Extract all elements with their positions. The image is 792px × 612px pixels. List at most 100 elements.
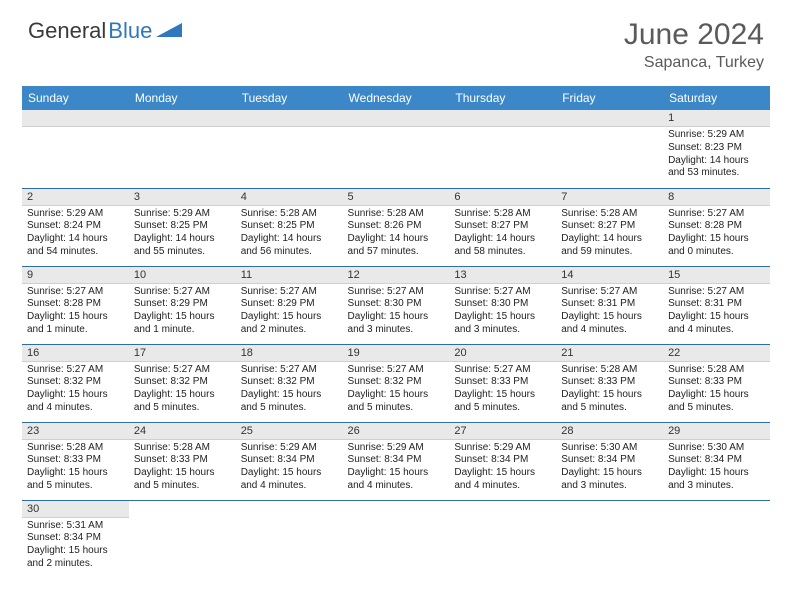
sunset-text: Sunset: 8:32 PM xyxy=(241,376,338,389)
sunrise-text: Sunrise: 5:28 AM xyxy=(27,442,124,455)
sunrise-text: Sunrise: 5:27 AM xyxy=(27,364,124,377)
calendar-table: Sunday Monday Tuesday Wednesday Thursday… xyxy=(22,86,770,578)
day-number: 25 xyxy=(236,423,343,440)
daylight-text: Daylight: 14 hours and 53 minutes. xyxy=(668,155,765,181)
sunset-text: Sunset: 8:34 PM xyxy=(348,454,445,467)
sunrise-text: Sunrise: 5:29 AM xyxy=(454,442,551,455)
sunset-text: Sunset: 8:31 PM xyxy=(668,298,765,311)
day-info: Sunrise: 5:27 AMSunset: 8:32 PMDaylight:… xyxy=(236,362,343,418)
calendar-day-cell: 29Sunrise: 5:30 AMSunset: 8:34 PMDayligh… xyxy=(663,422,770,500)
day-info: Sunrise: 5:30 AMSunset: 8:34 PMDaylight:… xyxy=(663,440,770,496)
day-info: Sunrise: 5:27 AMSunset: 8:29 PMDaylight:… xyxy=(129,284,236,340)
day-number: 20 xyxy=(449,345,556,362)
calendar-day-cell: 19Sunrise: 5:27 AMSunset: 8:32 PMDayligh… xyxy=(343,344,450,422)
sunrise-text: Sunrise: 5:29 AM xyxy=(27,208,124,221)
day-number: 7 xyxy=(556,189,663,206)
day-number: 13 xyxy=(449,267,556,284)
sunset-text: Sunset: 8:33 PM xyxy=(27,454,124,467)
calendar-day-cell: 3Sunrise: 5:29 AMSunset: 8:25 PMDaylight… xyxy=(129,188,236,266)
day-number-empty xyxy=(556,110,663,127)
sunrise-text: Sunrise: 5:28 AM xyxy=(348,208,445,221)
day-number: 18 xyxy=(236,345,343,362)
daylight-text: Daylight: 15 hours and 4 minutes. xyxy=(241,467,338,493)
daylight-text: Daylight: 15 hours and 5 minutes. xyxy=(454,389,551,415)
calendar-day-cell: 15Sunrise: 5:27 AMSunset: 8:31 PMDayligh… xyxy=(663,266,770,344)
day-info: Sunrise: 5:29 AMSunset: 8:34 PMDaylight:… xyxy=(236,440,343,496)
day-number: 5 xyxy=(343,189,450,206)
day-number: 28 xyxy=(556,423,663,440)
daylight-text: Daylight: 15 hours and 1 minute. xyxy=(27,311,124,337)
sunrise-text: Sunrise: 5:27 AM xyxy=(454,364,551,377)
calendar-day-cell: 27Sunrise: 5:29 AMSunset: 8:34 PMDayligh… xyxy=(449,422,556,500)
day-info: Sunrise: 5:27 AMSunset: 8:29 PMDaylight:… xyxy=(236,284,343,340)
daylight-text: Daylight: 15 hours and 3 minutes. xyxy=(668,467,765,493)
daylight-text: Daylight: 15 hours and 4 minutes. xyxy=(454,467,551,493)
day-info: Sunrise: 5:30 AMSunset: 8:34 PMDaylight:… xyxy=(556,440,663,496)
weekday-header: Wednesday xyxy=(343,86,450,110)
calendar-week-row: 23Sunrise: 5:28 AMSunset: 8:33 PMDayligh… xyxy=(22,422,770,500)
sunrise-text: Sunrise: 5:31 AM xyxy=(27,520,124,533)
weekday-header: Friday xyxy=(556,86,663,110)
sunset-text: Sunset: 8:32 PM xyxy=(348,376,445,389)
daylight-text: Daylight: 15 hours and 5 minutes. xyxy=(668,389,765,415)
day-info: Sunrise: 5:27 AMSunset: 8:32 PMDaylight:… xyxy=(343,362,450,418)
sunrise-text: Sunrise: 5:29 AM xyxy=(668,129,765,142)
day-info: Sunrise: 5:28 AMSunset: 8:25 PMDaylight:… xyxy=(236,206,343,262)
day-info: Sunrise: 5:27 AMSunset: 8:32 PMDaylight:… xyxy=(129,362,236,418)
calendar-day-cell xyxy=(236,110,343,188)
calendar-day-cell: 6Sunrise: 5:28 AMSunset: 8:27 PMDaylight… xyxy=(449,188,556,266)
day-number: 24 xyxy=(129,423,236,440)
calendar-day-cell: 23Sunrise: 5:28 AMSunset: 8:33 PMDayligh… xyxy=(22,422,129,500)
sunrise-text: Sunrise: 5:28 AM xyxy=(561,364,658,377)
daylight-text: Daylight: 14 hours and 56 minutes. xyxy=(241,233,338,259)
day-number: 2 xyxy=(22,189,129,206)
logo-triangle-icon xyxy=(156,19,182,37)
daylight-text: Daylight: 15 hours and 4 minutes. xyxy=(561,311,658,337)
sunset-text: Sunset: 8:26 PM xyxy=(348,220,445,233)
weekday-header: Tuesday xyxy=(236,86,343,110)
sunrise-text: Sunrise: 5:28 AM xyxy=(668,364,765,377)
daylight-text: Daylight: 14 hours and 58 minutes. xyxy=(454,233,551,259)
day-info: Sunrise: 5:31 AMSunset: 8:34 PMDaylight:… xyxy=(22,518,129,574)
sunset-text: Sunset: 8:33 PM xyxy=(668,376,765,389)
day-info: Sunrise: 5:27 AMSunset: 8:33 PMDaylight:… xyxy=(449,362,556,418)
day-info: Sunrise: 5:29 AMSunset: 8:25 PMDaylight:… xyxy=(129,206,236,262)
sunrise-text: Sunrise: 5:27 AM xyxy=(348,286,445,299)
sunset-text: Sunset: 8:25 PM xyxy=(241,220,338,233)
day-info: Sunrise: 5:28 AMSunset: 8:33 PMDaylight:… xyxy=(663,362,770,418)
day-number: 29 xyxy=(663,423,770,440)
day-number: 23 xyxy=(22,423,129,440)
day-number: 11 xyxy=(236,267,343,284)
calendar-day-cell xyxy=(236,500,343,578)
daylight-text: Daylight: 15 hours and 3 minutes. xyxy=(348,311,445,337)
sunset-text: Sunset: 8:31 PM xyxy=(561,298,658,311)
sunrise-text: Sunrise: 5:27 AM xyxy=(134,364,231,377)
month-year: June 2024 xyxy=(624,18,764,52)
daylight-text: Daylight: 15 hours and 4 minutes. xyxy=(27,389,124,415)
sunset-text: Sunset: 8:28 PM xyxy=(27,298,124,311)
weekday-row: Sunday Monday Tuesday Wednesday Thursday… xyxy=(22,86,770,110)
sunset-text: Sunset: 8:34 PM xyxy=(241,454,338,467)
day-number: 8 xyxy=(663,189,770,206)
day-info: Sunrise: 5:29 AMSunset: 8:34 PMDaylight:… xyxy=(449,440,556,496)
daylight-text: Daylight: 15 hours and 2 minutes. xyxy=(27,545,124,571)
sunset-text: Sunset: 8:33 PM xyxy=(561,376,658,389)
calendar-week-row: 2Sunrise: 5:29 AMSunset: 8:24 PMDaylight… xyxy=(22,188,770,266)
sunset-text: Sunset: 8:25 PM xyxy=(134,220,231,233)
sunrise-text: Sunrise: 5:30 AM xyxy=(668,442,765,455)
daylight-text: Daylight: 15 hours and 4 minutes. xyxy=(348,467,445,493)
calendar-week-row: 30Sunrise: 5:31 AMSunset: 8:34 PMDayligh… xyxy=(22,500,770,578)
sunset-text: Sunset: 8:32 PM xyxy=(27,376,124,389)
daylight-text: Daylight: 15 hours and 3 minutes. xyxy=(561,467,658,493)
sunset-text: Sunset: 8:33 PM xyxy=(134,454,231,467)
calendar-body: 1Sunrise: 5:29 AMSunset: 8:23 PMDaylight… xyxy=(22,110,770,578)
calendar-day-cell: 12Sunrise: 5:27 AMSunset: 8:30 PMDayligh… xyxy=(343,266,450,344)
sunrise-text: Sunrise: 5:27 AM xyxy=(241,364,338,377)
sunset-text: Sunset: 8:27 PM xyxy=(454,220,551,233)
calendar-day-cell xyxy=(343,110,450,188)
day-info: Sunrise: 5:27 AMSunset: 8:31 PMDaylight:… xyxy=(556,284,663,340)
sunrise-text: Sunrise: 5:27 AM xyxy=(241,286,338,299)
sunrise-text: Sunrise: 5:28 AM xyxy=(454,208,551,221)
sunrise-text: Sunrise: 5:27 AM xyxy=(561,286,658,299)
sunrise-text: Sunrise: 5:27 AM xyxy=(27,286,124,299)
